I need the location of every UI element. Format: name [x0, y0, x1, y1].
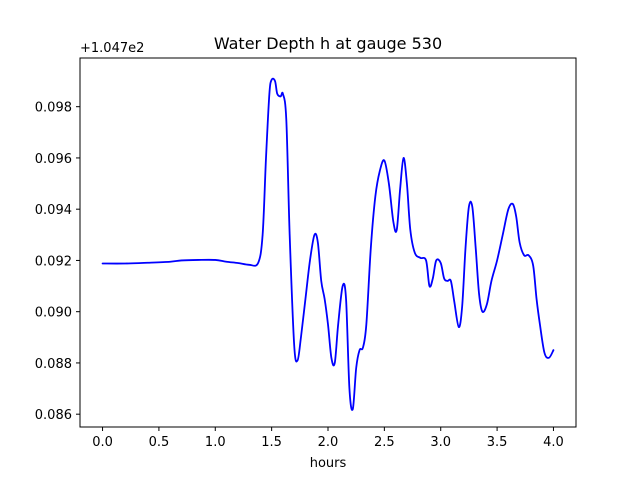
x-axis-ticks: 0.0 0.5 1.0 1.5 2.0 2.5 3.0 3.5 4.0 — [92, 427, 564, 450]
y-tick-label: 0.092 — [35, 254, 72, 269]
x-tick-label: 2.0 — [318, 435, 339, 450]
y-tick-label: 0.098 — [35, 101, 72, 116]
y-axis-offset-label: +1.047e2 — [80, 41, 144, 56]
series-line — [101, 77, 555, 411]
x-tick-label: 0.5 — [149, 435, 170, 450]
plot-frame — [79, 57, 577, 428]
y-tick-label: 0.086 — [35, 408, 72, 423]
y-tick-label: 0.094 — [35, 203, 72, 218]
y-tick-label: 0.096 — [35, 152, 72, 167]
x-tick-label: 4.0 — [543, 435, 564, 450]
plot-area — [101, 77, 555, 411]
y-tick-label: 0.090 — [35, 306, 72, 321]
x-axis-label: hours — [310, 456, 347, 471]
x-tick-label: 0.0 — [92, 435, 113, 450]
y-axis-ticks: 0.086 0.088 0.090 0.092 0.094 0.096 0.098 — [35, 101, 80, 423]
x-tick-label: 3.5 — [487, 435, 508, 450]
chart-title: Water Depth h at gauge 530 — [214, 34, 442, 53]
x-tick-label: 1.5 — [261, 435, 282, 450]
x-tick-label: 3.0 — [430, 435, 451, 450]
y-tick-label: 0.088 — [35, 357, 72, 372]
x-tick-label: 2.5 — [374, 435, 395, 450]
x-tick-label: 1.0 — [205, 435, 226, 450]
